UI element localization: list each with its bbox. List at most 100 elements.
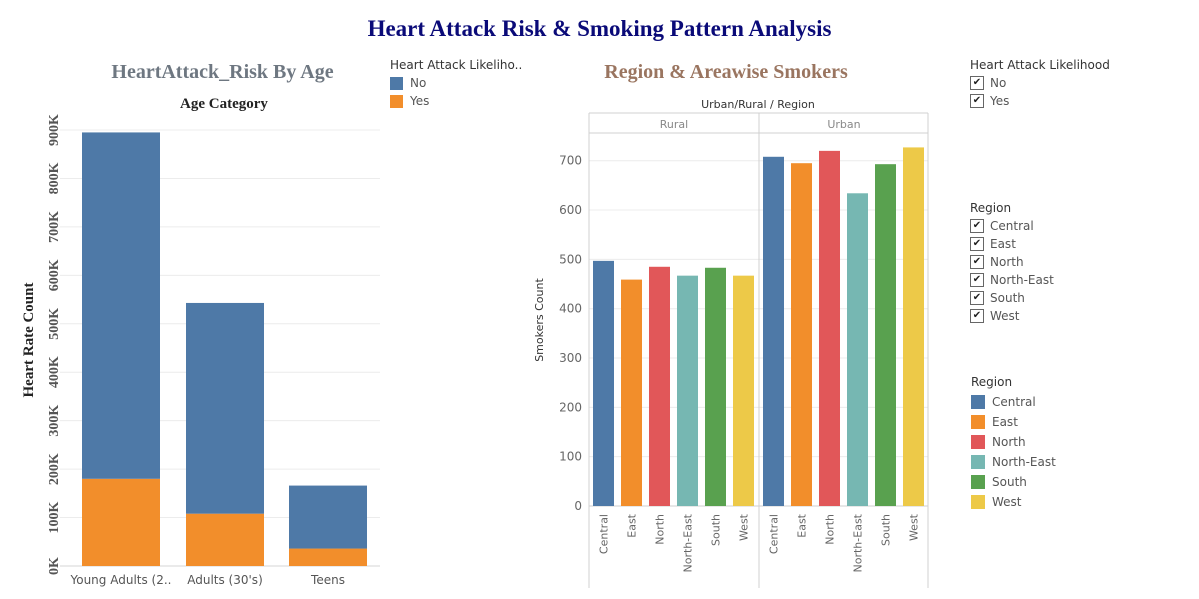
age-chart-subtitle: Age Category	[180, 96, 268, 112]
region-category-label: Central	[598, 514, 611, 554]
region-legend-item-north-east[interactable]: North-East	[971, 452, 1056, 472]
region-ytick-label: 400	[559, 302, 582, 316]
bar-teens-yes[interactable]	[289, 548, 367, 566]
region-category-label: South	[710, 514, 723, 546]
region-legend-item-south[interactable]: South	[971, 472, 1056, 492]
region-legend-item-east[interactable]: East	[971, 412, 1056, 432]
region-ytick-label: 0	[574, 499, 582, 513]
bar-urban-north[interactable]	[819, 150, 840, 506]
bar-rural-west[interactable]	[733, 275, 754, 506]
legend-swatch	[971, 475, 985, 489]
legend-swatch	[971, 415, 985, 429]
region-legend-item-central[interactable]: Central	[971, 392, 1056, 412]
age-chart-title: HeartAttack_Risk By Age	[111, 61, 334, 83]
region-category-label: North-East	[852, 513, 865, 572]
likelihood-filter-item-no[interactable]: ✔ No	[970, 74, 1110, 92]
region-filter-item-north-east[interactable]: ✔ North-East	[970, 271, 1054, 289]
region-legend-item-north[interactable]: North	[971, 432, 1056, 452]
panel-header-rural: Rural	[660, 118, 688, 131]
region-filter-item-south[interactable]: ✔ South	[970, 289, 1054, 307]
bar-rural-north-east[interactable]	[677, 275, 698, 506]
region-category-label: North	[824, 514, 837, 545]
region-ytick-label: 300	[559, 351, 582, 365]
likelihood-legend: Heart Attack Likeliho.. No Yes	[390, 58, 522, 110]
age-ytick-label: 600K	[47, 259, 62, 291]
checkbox-icon[interactable]: ✔	[970, 219, 984, 233]
region-chart-labels: 0 100 200 300 400 500 600 700 Central East North No…	[559, 154, 920, 573]
region-category-label: East	[626, 513, 639, 537]
region-filter-item-east[interactable]: ✔ East	[970, 235, 1054, 253]
panel-header-urban: Urban	[827, 118, 860, 131]
region-filter: Region ✔ Central ✔ East ✔ North ✔ North-East ✔ So…	[970, 201, 1054, 325]
age-chart-ylabel: Heart Rate Count	[21, 283, 37, 398]
age-category-label: Young Adults (2..	[70, 573, 172, 587]
age-ytick-label: 900K	[47, 114, 62, 146]
region-color-legend: Region Central East North North-East South We…	[971, 375, 1056, 512]
bar-urban-south[interactable]	[875, 164, 896, 506]
age-ytick-label: 300K	[47, 405, 62, 437]
bar-rural-central[interactable]	[593, 260, 614, 506]
region-category-label: South	[880, 514, 893, 546]
dashboard-title: Heart Attack Risk & Smoking Pattern Anal…	[367, 16, 832, 41]
age-category-label: Teens	[310, 573, 345, 587]
age-ytick-label: 0K	[47, 557, 62, 575]
age-ytick-label: 700K	[47, 211, 62, 243]
likelihood-filter-item-yes[interactable]: ✔ Yes	[970, 92, 1110, 110]
region-filter-item-central[interactable]: ✔ Central	[970, 217, 1054, 235]
legend-swatch	[971, 495, 985, 509]
bar-rural-north[interactable]	[649, 266, 670, 506]
bar-rural-south[interactable]	[705, 267, 726, 506]
checkbox-icon[interactable]: ✔	[970, 273, 984, 287]
region-ytick-label: 100	[559, 450, 582, 464]
legend-swatch-no	[390, 76, 403, 90]
age-category-label: Adults (30's)	[187, 573, 263, 587]
bar-urban-central[interactable]	[763, 156, 784, 506]
bar-young-adults-2-no[interactable]	[82, 132, 160, 479]
legend-swatch	[971, 395, 985, 409]
checkbox-icon[interactable]: ✔	[970, 94, 984, 108]
age-chart-labels: 0K 100K 200K 300K 400K 500K 600K 700K 800K 900K Yo…	[47, 114, 345, 587]
bar-rural-east[interactable]	[621, 279, 642, 506]
checkbox-icon[interactable]: ✔	[970, 309, 984, 323]
legend-swatch	[971, 435, 985, 449]
region-legend-item-west[interactable]: West	[971, 492, 1056, 512]
region-category-label: North	[654, 514, 667, 545]
checkbox-icon[interactable]: ✔	[970, 237, 984, 251]
age-chart-bars	[82, 132, 367, 566]
legend-item-yes[interactable]: Yes	[390, 92, 522, 110]
region-legend-title: Region	[971, 375, 1013, 389]
legend-item-no[interactable]: No	[390, 74, 522, 92]
region-filter-item-north[interactable]: ✔ North	[970, 253, 1054, 271]
region-ytick-label: 600	[559, 203, 582, 217]
region-chart-ylabel: Smokers Count	[533, 278, 546, 362]
region-chart-title: Region & Areawise Smokers	[604, 61, 848, 83]
region-ytick-label: 700	[559, 154, 582, 168]
region-filter-title: Region	[970, 201, 1012, 215]
bar-urban-west[interactable]	[903, 147, 924, 506]
age-ytick-label: 400K	[47, 356, 62, 388]
region-chart-frame	[588, 112, 929, 588]
bar-urban-north-east[interactable]	[847, 193, 868, 506]
bar-adults-30-s-no[interactable]	[186, 302, 264, 514]
region-category-label: North-East	[682, 513, 695, 572]
age-ytick-label: 200K	[47, 453, 62, 485]
checkbox-icon[interactable]: ✔	[970, 291, 984, 305]
region-chart-subtitle: Urban/Rural / Region	[701, 98, 815, 111]
region-ytick-label: 500	[559, 252, 582, 266]
age-ytick-label: 500K	[47, 308, 62, 340]
bar-adults-30-s-yes[interactable]	[186, 513, 264, 566]
bar-teens-no[interactable]	[289, 485, 367, 549]
age-ytick-label: 100K	[47, 502, 62, 534]
region-ytick-label: 200	[559, 400, 582, 414]
region-category-label: West	[738, 513, 751, 541]
region-chart-bars	[593, 147, 924, 506]
region-category-label: West	[908, 513, 921, 541]
region-filter-item-west[interactable]: ✔ West	[970, 307, 1054, 325]
bar-young-adults-2-yes[interactable]	[82, 478, 160, 566]
checkbox-icon[interactable]: ✔	[970, 255, 984, 269]
legend-swatch-yes	[390, 94, 403, 108]
bar-urban-east[interactable]	[791, 163, 812, 506]
checkbox-icon[interactable]: ✔	[970, 76, 984, 90]
